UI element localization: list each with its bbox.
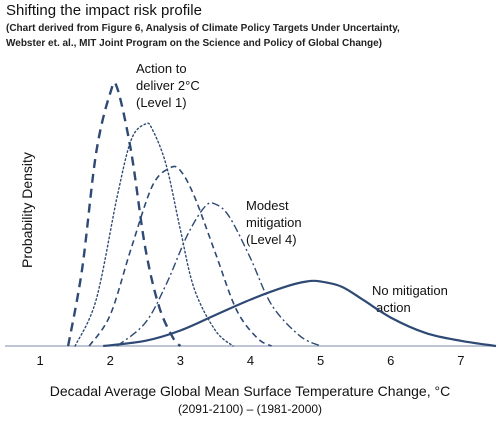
chart-title: Shifting the impact risk profile	[6, 2, 202, 19]
curve-dotted	[74, 122, 234, 347]
annotation-level-4: Modest mitigation (Level 4)	[246, 197, 302, 248]
x-axis-label: Decadal Average Global Mean Surface Temp…	[49, 383, 451, 399]
annotation-level-4-line-1: Modest	[246, 198, 289, 213]
curve-level-4-dashdot	[116, 202, 321, 347]
x-tick-label: 1	[36, 353, 43, 368]
annotation-level-1-line-2: deliver 2°C	[136, 78, 200, 93]
x-tick-label: 7	[457, 353, 464, 368]
curve-no-mitigation-solid	[103, 279, 497, 348]
x-tick-label: 3	[177, 353, 184, 368]
x-axis-ticks: 1 2 3 4 5 6 7	[36, 353, 464, 368]
density-curves	[66, 81, 497, 348]
x-axis-sublabel: (2091-2100) – (1981-2000)	[177, 402, 323, 416]
chart-subtitle: (Chart derived from Figure 6, Analysis o…	[6, 21, 476, 51]
x-tick-label: 4	[247, 353, 254, 368]
annotation-no-mitigation: No mitigation action	[372, 282, 448, 316]
annotation-level-1-line-3: (Level 1)	[136, 95, 187, 110]
x-tick-label: 2	[107, 353, 114, 368]
annotation-no-mitigation-line-2: action	[376, 300, 411, 315]
subtitle-line-1: (Chart derived from Figure 6, Analysis o…	[6, 23, 400, 34]
annotation-no-mitigation-line-1: No mitigation	[372, 283, 448, 298]
curve-level-1-thick-dashed	[66, 81, 182, 347]
curve-dashed	[88, 165, 272, 347]
annotation-level-4-line-3: (Level 4)	[246, 232, 297, 247]
x-tick-label: 6	[387, 353, 394, 368]
x-tick-label: 5	[317, 353, 324, 368]
annotation-level-1-line-1: Action to	[136, 61, 187, 76]
annotation-level-1: Action to deliver 2°C (Level 1)	[136, 60, 200, 111]
annotation-level-4-line-2: mitigation	[246, 215, 302, 230]
subtitle-line-2: Webster et. al., MIT Joint Program on th…	[6, 38, 382, 49]
